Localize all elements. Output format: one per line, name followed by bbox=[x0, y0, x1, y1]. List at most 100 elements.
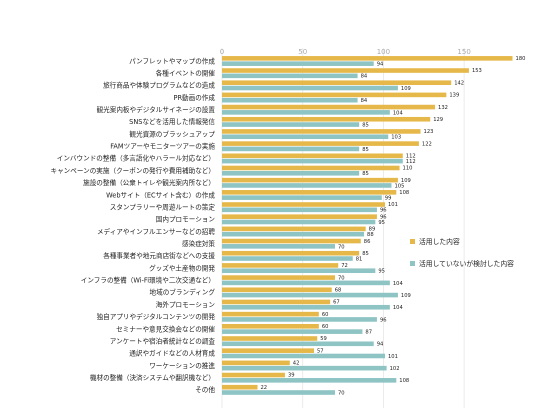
category-label: 施設の整備（公衆トイレや観光案内所など） bbox=[83, 178, 215, 187]
category-label: FAMツアーやモニターツアーの実施 bbox=[110, 142, 215, 151]
bar-series-1 bbox=[222, 360, 290, 366]
bar-series-1 bbox=[222, 299, 331, 305]
data-label-series-1: 39 bbox=[288, 373, 295, 379]
bar-series-1 bbox=[222, 190, 397, 195]
bar-series-2 bbox=[222, 329, 363, 334]
bar-series-2 bbox=[222, 183, 392, 188]
bar-series-1 bbox=[222, 80, 452, 86]
category-label: パンフレットやマップの作成 bbox=[129, 56, 215, 65]
category-label: 国内プロモーション bbox=[156, 215, 216, 224]
data-label-series-1: 60 bbox=[322, 324, 329, 330]
data-labels: 180 94 153 84 142 109 139 84 132 104 129 85 123 103 12… bbox=[261, 56, 526, 396]
bar-series-1 bbox=[222, 214, 377, 219]
bar-series-2 bbox=[222, 280, 390, 286]
data-label-series-2: 94 bbox=[377, 62, 384, 68]
bar-series-2 bbox=[222, 304, 390, 310]
data-label-series-2: 85 bbox=[362, 171, 369, 177]
data-label-series-1: 68 bbox=[335, 287, 342, 293]
category-label: メディアやインフルエンサーなどの招聘 bbox=[97, 227, 215, 236]
bar-series-1 bbox=[222, 202, 386, 207]
category-label: スタンプラリーや周遊ルートの策定 bbox=[110, 202, 216, 211]
bar-series-2 bbox=[222, 158, 403, 164]
bar-series-2 bbox=[222, 317, 377, 322]
data-label-series-1: 132 bbox=[438, 105, 448, 111]
category-label: 感染症対策 bbox=[182, 239, 215, 248]
data-label-series-2: 85 bbox=[362, 122, 369, 128]
bar-series-2 bbox=[222, 353, 386, 359]
data-label-series-2: 109 bbox=[401, 293, 411, 299]
category-label: Webサイト（ECサイト含む）の作成 bbox=[106, 190, 215, 199]
bar-series-1 bbox=[222, 116, 431, 122]
bar-series-2 bbox=[222, 170, 360, 176]
data-label-series-2: 109 bbox=[401, 86, 411, 92]
data-label-series-1: 85 bbox=[362, 251, 369, 257]
bar-series-1 bbox=[222, 153, 403, 159]
data-label-series-2: 101 bbox=[388, 354, 398, 360]
bar-series-2 bbox=[222, 207, 377, 213]
bar-series-2 bbox=[222, 61, 374, 66]
category-label: 各種イベントの開催 bbox=[156, 68, 216, 77]
bar-series-2 bbox=[222, 146, 360, 152]
x-tick-label: 100 bbox=[377, 48, 390, 56]
bar-series-2 bbox=[222, 97, 358, 103]
bar-series-1 bbox=[222, 177, 398, 183]
category-label: 観光案内板やデジタルサイネージの設置 bbox=[97, 105, 216, 114]
bar-series-1 bbox=[222, 263, 339, 268]
category-label: 観光資源のブラッシュアップ bbox=[129, 129, 215, 138]
data-label-series-1: 129 bbox=[433, 117, 443, 123]
category-label: 通訳やガイドなどの人材育成 bbox=[129, 349, 215, 358]
bar-series-2 bbox=[222, 73, 358, 79]
data-label-series-2: 104 bbox=[393, 305, 404, 311]
data-label-series-2: 104 bbox=[393, 281, 404, 287]
bar-series-1 bbox=[222, 250, 360, 256]
bar-series-2 bbox=[222, 256, 353, 261]
bar-series-2 bbox=[222, 134, 389, 140]
data-label-series-2: 81 bbox=[356, 256, 363, 262]
category-label: 地域のブランディング bbox=[150, 288, 216, 297]
category-label: PR動画の作成 bbox=[173, 93, 215, 102]
data-label-series-2: 96 bbox=[380, 317, 387, 323]
category-label: インフラの整備（Wi-Fi環境や二次交通など） bbox=[81, 276, 215, 285]
bar-series-1 bbox=[222, 287, 332, 293]
x-tick-label: 50 bbox=[298, 48, 307, 56]
data-label-series-2: 87 bbox=[365, 330, 372, 336]
data-label-series-2: 105 bbox=[394, 183, 404, 189]
data-label-series-2: 70 bbox=[338, 390, 345, 396]
data-label-series-2: 88 bbox=[367, 232, 374, 238]
category-label: セミナーや意見交換会などの開催 bbox=[116, 324, 215, 333]
bar-series-1 bbox=[222, 141, 419, 146]
data-label-series-2: 84 bbox=[361, 98, 368, 104]
data-label-series-2: 102 bbox=[390, 366, 400, 372]
data-label-series-2: 99 bbox=[385, 196, 392, 202]
x-tick-label: 0 bbox=[220, 48, 224, 56]
category-label: SNSなどを活用した情報発信 bbox=[129, 117, 215, 126]
category-label: ワーケーションの推進 bbox=[149, 361, 215, 370]
data-label-series-1: 110 bbox=[403, 166, 413, 172]
bar-series-2 bbox=[222, 219, 376, 225]
category-label: 海外プロモーション bbox=[156, 300, 216, 309]
data-label-series-2: 95 bbox=[378, 220, 385, 226]
data-label-series-1: 86 bbox=[364, 239, 371, 245]
bar-series-1 bbox=[222, 56, 513, 61]
data-label-series-2: 96 bbox=[380, 208, 387, 214]
category-label: 独自アプリやデジタルコンテンツの開発 bbox=[97, 312, 216, 321]
data-label-series-1: 123 bbox=[424, 129, 434, 135]
category-label: キャンペーンの実施（クーポンの発行や費用補助など） bbox=[50, 166, 215, 175]
data-label-series-1: 59 bbox=[320, 336, 327, 342]
category-label: インバウンドの整備（多言語化やハラール対応など） bbox=[57, 154, 215, 163]
bar-series-2 bbox=[222, 244, 335, 249]
bar-series-1 bbox=[222, 384, 258, 390]
category-label: グッズや土産物の開発 bbox=[149, 263, 215, 272]
bar-series-1 bbox=[222, 336, 318, 341]
data-label-series-1: 89 bbox=[369, 227, 376, 233]
bar-series-1 bbox=[222, 275, 335, 280]
bar-series-1 bbox=[222, 68, 469, 73]
category-label: その他 bbox=[195, 385, 215, 394]
data-label-series-1: 96 bbox=[380, 214, 387, 220]
bar-series-2 bbox=[222, 292, 398, 298]
data-label-series-1: 60 bbox=[322, 312, 329, 318]
bar-series-1 bbox=[222, 129, 421, 134]
data-label-series-1: 180 bbox=[516, 56, 526, 62]
bar-series-2 bbox=[222, 195, 382, 200]
